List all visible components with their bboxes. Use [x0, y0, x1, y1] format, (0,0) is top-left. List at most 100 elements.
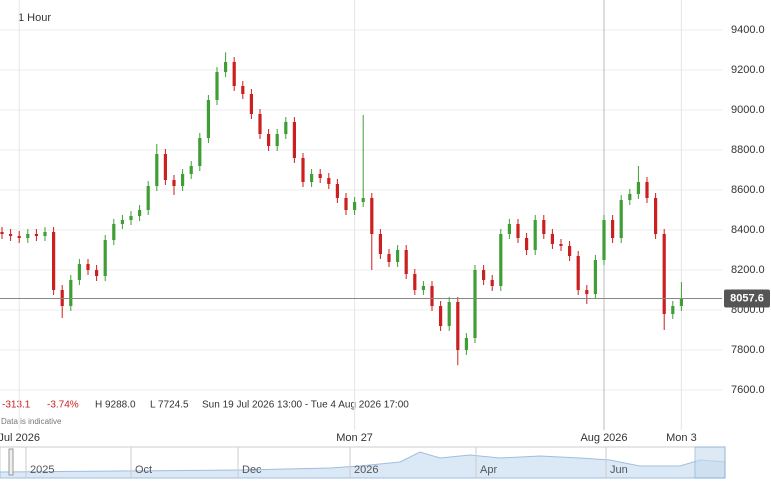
- candle-body: [120, 220, 124, 224]
- change-pct: -3.74%: [47, 400, 79, 411]
- candle-body: [267, 134, 271, 146]
- y-tick-label: 9000.0: [731, 104, 765, 116]
- candle-body: [284, 122, 288, 134]
- candle-body: [155, 154, 159, 186]
- navigator-label: 2025: [30, 464, 54, 476]
- candle-body: [9, 234, 13, 236]
- candle-body: [378, 234, 382, 254]
- candle-body: [602, 220, 606, 260]
- candle-body: [568, 246, 572, 256]
- candle-body: [301, 158, 305, 182]
- candle-body: [292, 122, 296, 158]
- candle-body: [17, 236, 21, 238]
- interval: 1 Hour: [18, 12, 51, 24]
- candle-body: [611, 220, 615, 238]
- candle-body: [585, 290, 589, 294]
- candle-body: [146, 186, 150, 210]
- candle-body: [327, 178, 331, 184]
- candle-body: [482, 270, 486, 280]
- candle-body: [129, 216, 133, 220]
- candle-body: [215, 72, 219, 100]
- candle-body: [181, 174, 185, 186]
- candle-body: [499, 234, 503, 286]
- candle-body: [628, 194, 632, 200]
- candle-body: [103, 240, 107, 276]
- x-tick-label: Mon 27: [336, 432, 373, 444]
- candle-body: [576, 256, 580, 290]
- candle-body: [310, 174, 314, 182]
- y-tick-label: 8200.0: [731, 264, 765, 276]
- y-tick-label: 7600.0: [731, 384, 765, 396]
- candle-body: [26, 234, 30, 238]
- candle-body: [361, 198, 365, 202]
- candle-body: [645, 182, 649, 198]
- candle-body: [593, 260, 597, 294]
- candle-body: [533, 220, 537, 250]
- candle-body: [559, 244, 563, 246]
- low-stat: L 7724.5: [150, 400, 189, 411]
- y-tick-label: 8400.0: [731, 224, 765, 236]
- candle-body: [430, 286, 434, 306]
- candle-body: [43, 232, 47, 236]
- candle-body: [396, 250, 400, 262]
- candle-body: [490, 280, 494, 286]
- candle-body: [275, 134, 279, 146]
- candle-body: [456, 302, 460, 350]
- candle-body: [619, 200, 623, 238]
- navigator-window[interactable]: [694, 446, 726, 479]
- navigator-label: Dec: [242, 464, 262, 476]
- x-tick-label: Aug 2026: [580, 432, 627, 444]
- candle-body: [404, 250, 408, 274]
- candle-body: [353, 202, 357, 210]
- navigator-label: Apr: [480, 464, 497, 476]
- y-tick-label: 8600.0: [731, 184, 765, 196]
- y-tick-label: 9400.0: [731, 24, 765, 36]
- candle-body: [525, 238, 529, 250]
- candle-body: [77, 264, 81, 280]
- y-tick-label: 7800.0: [731, 344, 765, 356]
- navigator-label: Oct: [135, 464, 152, 476]
- candle-body: [542, 220, 546, 234]
- candle-body: [464, 338, 468, 350]
- candle-body: [370, 198, 374, 234]
- candle-body: [95, 270, 99, 276]
- candle-body: [138, 210, 142, 216]
- candle-body: [473, 270, 477, 338]
- candle-body: [258, 114, 262, 134]
- candle-body: [241, 86, 245, 94]
- candle-body: [69, 280, 73, 306]
- candle-body: [318, 174, 322, 178]
- candle-body: [198, 138, 202, 166]
- candle-body: [671, 306, 675, 314]
- navigator-label: Jun: [610, 464, 628, 476]
- candle-body: [224, 62, 228, 72]
- last-price-tag: [724, 289, 770, 308]
- y-tick-label: 9200.0: [731, 64, 765, 76]
- candle-body: [206, 100, 210, 138]
- candle-body: [679, 298, 683, 306]
- candle-body: [662, 234, 666, 314]
- candle-body: [52, 232, 56, 290]
- last-price-label: 8057.6: [730, 292, 764, 304]
- candle-body: [516, 224, 520, 238]
- candle-body: [344, 198, 348, 210]
- candle-body: [439, 306, 443, 326]
- navigator-label: 2026: [354, 464, 378, 476]
- candle-body: [163, 154, 167, 180]
- candle-body: [447, 302, 451, 326]
- candle-body: [550, 234, 554, 244]
- x-tick-label: Jul 2026: [0, 432, 40, 444]
- navigator-handle[interactable]: [8, 448, 14, 476]
- change: -313.1: [2, 400, 31, 411]
- candle-body: [507, 224, 511, 234]
- candle-body: [636, 182, 640, 194]
- candle-body: [249, 94, 253, 114]
- candle-body: [421, 286, 425, 290]
- high-stat: H 9288.0: [95, 400, 136, 411]
- candle-body: [387, 254, 391, 262]
- candle-body: [189, 166, 193, 174]
- candle-body: [34, 234, 38, 236]
- candle-body: [232, 62, 236, 86]
